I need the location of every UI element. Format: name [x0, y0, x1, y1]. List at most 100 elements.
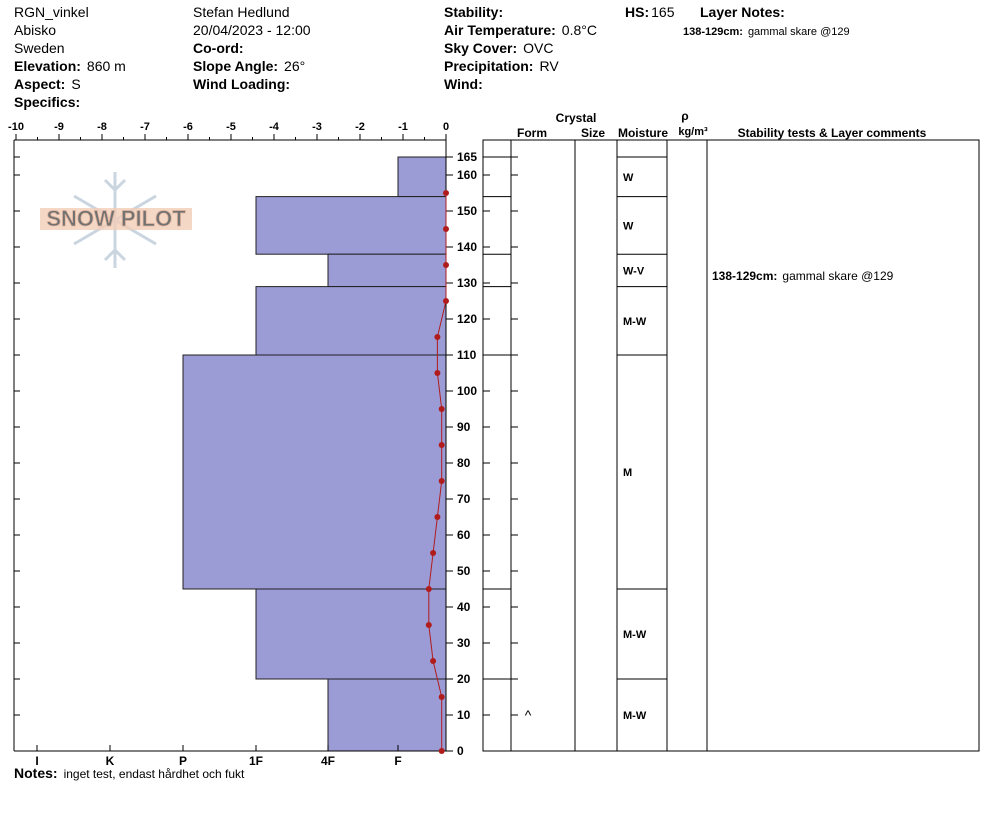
- hardness-label: P: [179, 754, 187, 768]
- field-value: RGN_vinkel: [14, 4, 89, 20]
- field-label: Precipitation:: [444, 58, 533, 74]
- temperature-line: [428, 193, 447, 751]
- x-tick-label: -7: [140, 121, 150, 133]
- y-tick-label: 60: [457, 528, 471, 542]
- notes-text: inget test, endast hårdhet och fukt: [64, 767, 245, 781]
- field-label: Air Temperature:: [444, 22, 556, 38]
- watermark-text: SNOW PILOT: [46, 206, 186, 231]
- moisture: M-W: [623, 629, 647, 641]
- hardness-bar: [327, 678, 447, 752]
- temperature-point: [434, 370, 441, 376]
- temperature-point: [430, 658, 437, 664]
- y-tick-label: 10: [457, 708, 471, 722]
- y-tick-label: 90: [457, 420, 471, 434]
- temperature-point: [434, 334, 441, 340]
- field-label: Specifics:: [14, 94, 80, 110]
- layer-table: [482, 139, 980, 752]
- col-header: Size: [581, 126, 605, 140]
- field-value: Stefan Hedlund: [193, 4, 290, 20]
- temperature-point: [438, 442, 445, 448]
- layer-comment-text: gammal skare @129: [782, 269, 893, 283]
- field-value: 0.8°C: [562, 22, 597, 38]
- moisture: W-V: [623, 265, 645, 277]
- field-label: Slope Angle:: [193, 58, 278, 74]
- x-tick-label: -3: [312, 121, 322, 133]
- x-tick-label: -4: [269, 121, 280, 133]
- temperature-point: [438, 748, 445, 754]
- hardness-bar: [255, 588, 447, 680]
- field-value: 26°: [284, 58, 305, 74]
- hardness-bar: [255, 196, 447, 255]
- y-tick-label: 40: [457, 600, 471, 614]
- hs-label: HS:: [625, 4, 649, 20]
- x-tick-label: -10: [8, 121, 24, 133]
- y-tick-label: 100: [457, 384, 477, 398]
- field-label: Sky Cover:: [444, 40, 517, 56]
- field-value: RV: [539, 58, 559, 74]
- field-value: S: [71, 76, 80, 92]
- x-tick-label: -8: [97, 121, 107, 133]
- hardness-bar: [327, 253, 447, 288]
- hs-value: 165: [651, 4, 675, 20]
- hardness-label: 4F: [321, 754, 335, 768]
- field-value: OVC: [523, 40, 553, 56]
- field-label: Stability:: [444, 4, 503, 20]
- y-tick-label: 110: [457, 348, 477, 362]
- y-tick-label: 165: [457, 150, 477, 164]
- y-tick-label: 50: [457, 564, 471, 578]
- temperature-point: [430, 550, 437, 556]
- hardness-bar: [182, 354, 447, 590]
- field-label: Wind:: [444, 76, 483, 92]
- hardness-label: 1F: [249, 754, 263, 768]
- field-label: Co-ord:: [193, 40, 244, 56]
- col-header: Stability tests & Layer comments: [738, 126, 927, 140]
- field-label: Elevation:: [14, 58, 81, 74]
- moisture: W: [623, 220, 634, 232]
- moisture: W: [623, 172, 634, 184]
- moisture: M-W: [623, 710, 647, 722]
- layer-note-range: 138-129cm:: [683, 26, 743, 38]
- field-value: Abisko: [14, 22, 56, 38]
- hardness-label: I: [35, 754, 38, 768]
- x-tick-label: -5: [226, 121, 236, 133]
- y-tick-label: 30: [457, 636, 471, 650]
- notes-label: Notes:: [14, 765, 58, 781]
- temperature-point: [443, 226, 449, 232]
- x-tick-label: 0: [443, 121, 449, 133]
- col-header: Moisture: [618, 126, 668, 140]
- y-tick-label: 20: [457, 672, 471, 686]
- y-tick-label: 130: [457, 276, 477, 290]
- moisture: M-W: [623, 316, 647, 328]
- y-tick-label: 140: [457, 240, 477, 254]
- x-tick-label: -6: [183, 121, 193, 133]
- field-label: Wind Loading:: [193, 76, 290, 92]
- col-header: ρ: [681, 109, 688, 123]
- temperature-point: [443, 298, 449, 304]
- y-tick-label: 70: [457, 492, 471, 506]
- col-header: kg/m³: [678, 126, 708, 138]
- x-tick-label: -1: [398, 121, 408, 133]
- temperature-point: [438, 478, 445, 484]
- temperature-point: [425, 586, 432, 592]
- temperature-point: [425, 622, 432, 628]
- layer-comment-range: 138-129cm:: [712, 269, 777, 283]
- y-tick-label: 0: [457, 744, 464, 758]
- temperature-point: [438, 694, 445, 700]
- grain-form: ^: [525, 707, 532, 723]
- field-value: Sweden: [14, 40, 65, 56]
- col-header: Form: [517, 126, 547, 140]
- col-header: Crystal: [556, 111, 597, 125]
- field-value: 860 m: [87, 58, 126, 74]
- field-label: Aspect:: [14, 76, 65, 92]
- y-tick-label: 150: [457, 204, 477, 218]
- layer-note-text: gammal skare @129: [748, 26, 850, 38]
- temperature-point: [438, 406, 445, 412]
- temperature-point: [443, 262, 449, 268]
- y-tick-label: 160: [457, 168, 477, 182]
- y-tick-label: 120: [457, 312, 477, 326]
- hardness-bar: [397, 156, 447, 198]
- temperature-point: [443, 190, 449, 196]
- x-tick-label: -9: [54, 121, 64, 133]
- hardness-label: F: [394, 754, 401, 768]
